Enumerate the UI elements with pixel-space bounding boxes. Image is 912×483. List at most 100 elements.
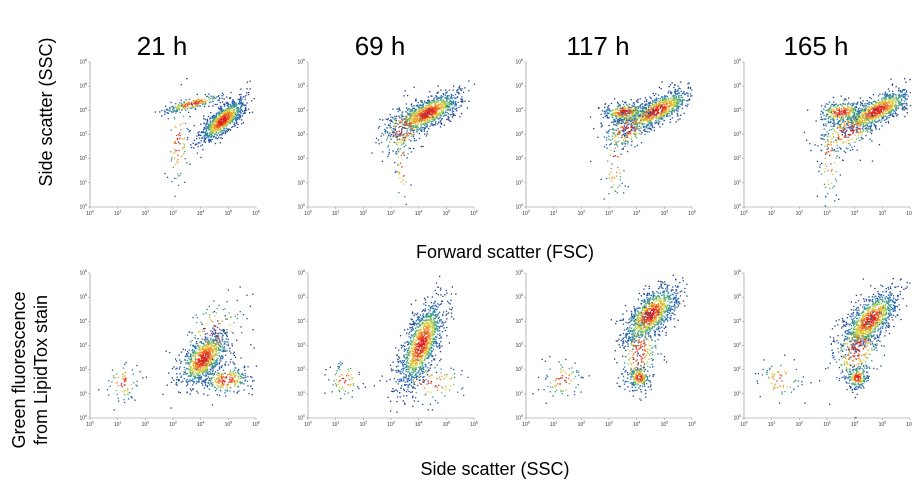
event-point [427, 113, 429, 115]
event-point [892, 112, 894, 114]
event-point [643, 111, 645, 113]
event-point [667, 98, 670, 100]
event-point [409, 123, 412, 125]
event-point [600, 123, 603, 125]
event-point [450, 100, 452, 102]
event-point [861, 110, 863, 112]
event-point [616, 122, 618, 125]
event-point [621, 182, 623, 184]
event-point [844, 103, 846, 105]
event-point [415, 111, 417, 114]
event-point [447, 105, 449, 107]
event-point [219, 124, 221, 126]
event-point [406, 121, 409, 123]
event-point [233, 112, 236, 114]
event-point [664, 96, 667, 98]
event-point [860, 116, 862, 118]
event-point [633, 129, 635, 132]
event-point [404, 121, 406, 123]
event-point [408, 108, 410, 110]
event-point [239, 103, 241, 105]
event-point [608, 112, 610, 114]
event-point [661, 81, 663, 83]
event-point [238, 113, 241, 116]
event-point [903, 109, 905, 111]
event-point [647, 115, 649, 118]
event-point [422, 115, 424, 117]
event-point [423, 106, 425, 109]
event-point [608, 104, 610, 107]
event-point [621, 134, 623, 136]
event-point [239, 100, 241, 102]
event-point [427, 110, 430, 112]
event-point [211, 120, 213, 122]
event-point [861, 103, 863, 105]
event-point [177, 108, 179, 110]
event-point [197, 104, 199, 107]
event-point [408, 139, 410, 141]
event-point [246, 81, 249, 83]
event-point [208, 132, 211, 134]
event-point [215, 131, 217, 134]
event-point [410, 117, 412, 119]
event-point [674, 91, 677, 93]
event-point [849, 121, 851, 124]
event-point [192, 142, 194, 144]
event-point [389, 135, 392, 137]
event-point [901, 106, 904, 108]
event-point [193, 139, 196, 142]
event-point [411, 114, 414, 116]
event-point [669, 118, 672, 121]
event-point [398, 115, 400, 117]
event-point [880, 107, 882, 109]
event-point [396, 149, 399, 151]
event-point [414, 108, 417, 110]
event-point [405, 117, 408, 119]
y-tick-label: 103 [733, 131, 741, 139]
event-point [207, 136, 209, 138]
event-point [621, 113, 624, 115]
event-point [205, 133, 207, 135]
event-point [208, 129, 211, 131]
event-point [221, 116, 223, 118]
event-point [388, 149, 391, 151]
event-point [417, 112, 420, 114]
event-point [888, 117, 890, 119]
event-point [455, 97, 457, 99]
event-point [653, 115, 655, 117]
event-point [407, 135, 409, 137]
event-point [240, 97, 242, 99]
event-point [386, 130, 389, 133]
event-point [237, 108, 240, 110]
event-point [428, 112, 430, 114]
event-point [454, 114, 456, 116]
event-point [639, 113, 642, 115]
event-point [210, 123, 213, 126]
event-point [429, 112, 431, 114]
event-point [193, 124, 195, 127]
event-point [177, 134, 180, 136]
event-point [238, 94, 241, 96]
event-point [864, 127, 866, 130]
event-point [671, 82, 673, 84]
event-point [434, 122, 437, 124]
event-point [408, 123, 410, 125]
event-point [238, 118, 241, 120]
event-point [674, 89, 676, 91]
event-point [177, 162, 179, 164]
event-point [418, 132, 420, 135]
event-point [208, 134, 211, 137]
event-point [430, 95, 432, 97]
event-point [658, 109, 660, 111]
event-point [186, 78, 188, 80]
event-point [632, 132, 635, 135]
event-point [215, 121, 217, 123]
event-point [676, 102, 678, 104]
event-point [444, 105, 446, 107]
event-point [630, 144, 633, 146]
event-point [221, 92, 224, 94]
event-point [417, 116, 419, 118]
event-point [420, 126, 423, 128]
event-point [175, 177, 177, 180]
event-point [387, 155, 389, 158]
